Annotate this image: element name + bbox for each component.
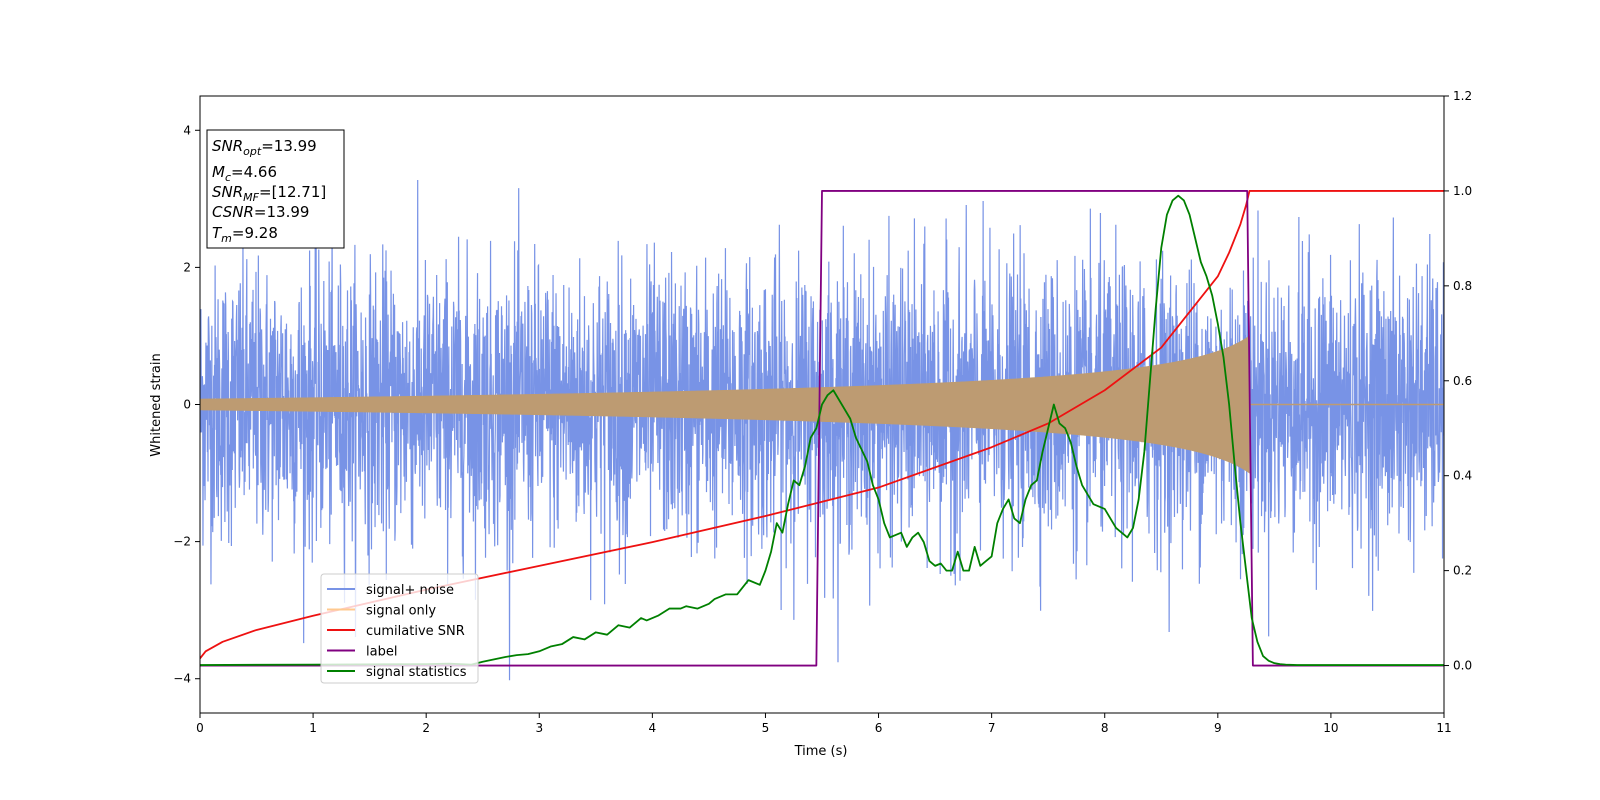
annotation-box: SNRopt=13.99 Mc=4.66SNRMF=[12.71]CSNR=13.… bbox=[206, 129, 345, 249]
annotation-frame bbox=[206, 129, 345, 249]
legend-label: signal+ noise bbox=[366, 583, 454, 598]
x-tick-label: 1 bbox=[309, 721, 317, 735]
x-tick-label: 6 bbox=[875, 721, 883, 735]
series-layer bbox=[200, 179, 1444, 681]
series-signal-statistics-line bbox=[200, 194, 1444, 666]
y-right-tick-label: 0.2 bbox=[1453, 564, 1472, 578]
annotation-line: SNRMF=[12.71] bbox=[212, 183, 326, 204]
x-tick-label: 2 bbox=[422, 721, 430, 735]
x-tick-label: 5 bbox=[762, 721, 770, 735]
x-tick-label: 10 bbox=[1323, 721, 1338, 735]
y-left-tick-label: −4 bbox=[173, 672, 191, 686]
y-left-tick-label: −2 bbox=[173, 535, 191, 549]
series-cumulative-snr-line bbox=[200, 190, 1444, 659]
y-right-tick-label: 0.8 bbox=[1453, 279, 1472, 293]
y-right-tick-label: 0.4 bbox=[1453, 469, 1472, 483]
x-axis-label: Time (s) bbox=[794, 744, 848, 759]
axes-layer: 0 1 2 3 4 5 6 7 8 9 10 11 −4 −2 0 2 4 0.0 0.2 0.4 0.6 0.8 1.0 1… bbox=[173, 89, 1472, 735]
annotation-line: Mc=4.66 bbox=[212, 163, 277, 184]
x-tick-label: 9 bbox=[1214, 721, 1222, 735]
y-left-tick-label: 4 bbox=[183, 123, 191, 137]
x-tick-label: 3 bbox=[535, 721, 543, 735]
y-left-tick-label: 2 bbox=[183, 260, 191, 274]
x-tick-label: 8 bbox=[1101, 721, 1109, 735]
x-tick-label: 0 bbox=[196, 721, 204, 735]
x-tick-label: 11 bbox=[1436, 721, 1451, 735]
legend-label: cumilative SNR bbox=[366, 624, 465, 639]
annotation-line: Tm=9.28 bbox=[212, 224, 278, 245]
y-right-tick-label: 0.6 bbox=[1453, 374, 1472, 388]
y-left-tick-label: 0 bbox=[183, 398, 191, 412]
series-label-line bbox=[200, 190, 1444, 667]
y-right-tick-label: 1.2 bbox=[1453, 89, 1472, 103]
y-right-tick-label: 0.0 bbox=[1453, 659, 1472, 673]
annotation-line: CSNR=13.99 bbox=[212, 203, 309, 221]
legend-label: signal only bbox=[366, 604, 436, 619]
x-tick-label: 4 bbox=[649, 721, 657, 735]
legend-label: label bbox=[366, 645, 397, 660]
legend: signal+ noise signal only cumilative SNR la… bbox=[320, 573, 479, 684]
series-signal-only-band bbox=[200, 335, 1250, 474]
legend-label: signal statistics bbox=[366, 665, 467, 680]
y-axis-label: Whitened strain bbox=[149, 353, 164, 456]
x-tick-label: 7 bbox=[988, 721, 996, 735]
annotation-line: SNRopt=13.99 bbox=[212, 137, 317, 158]
legend-frame bbox=[320, 573, 479, 684]
y-right-tick-label: 1.0 bbox=[1453, 184, 1472, 198]
